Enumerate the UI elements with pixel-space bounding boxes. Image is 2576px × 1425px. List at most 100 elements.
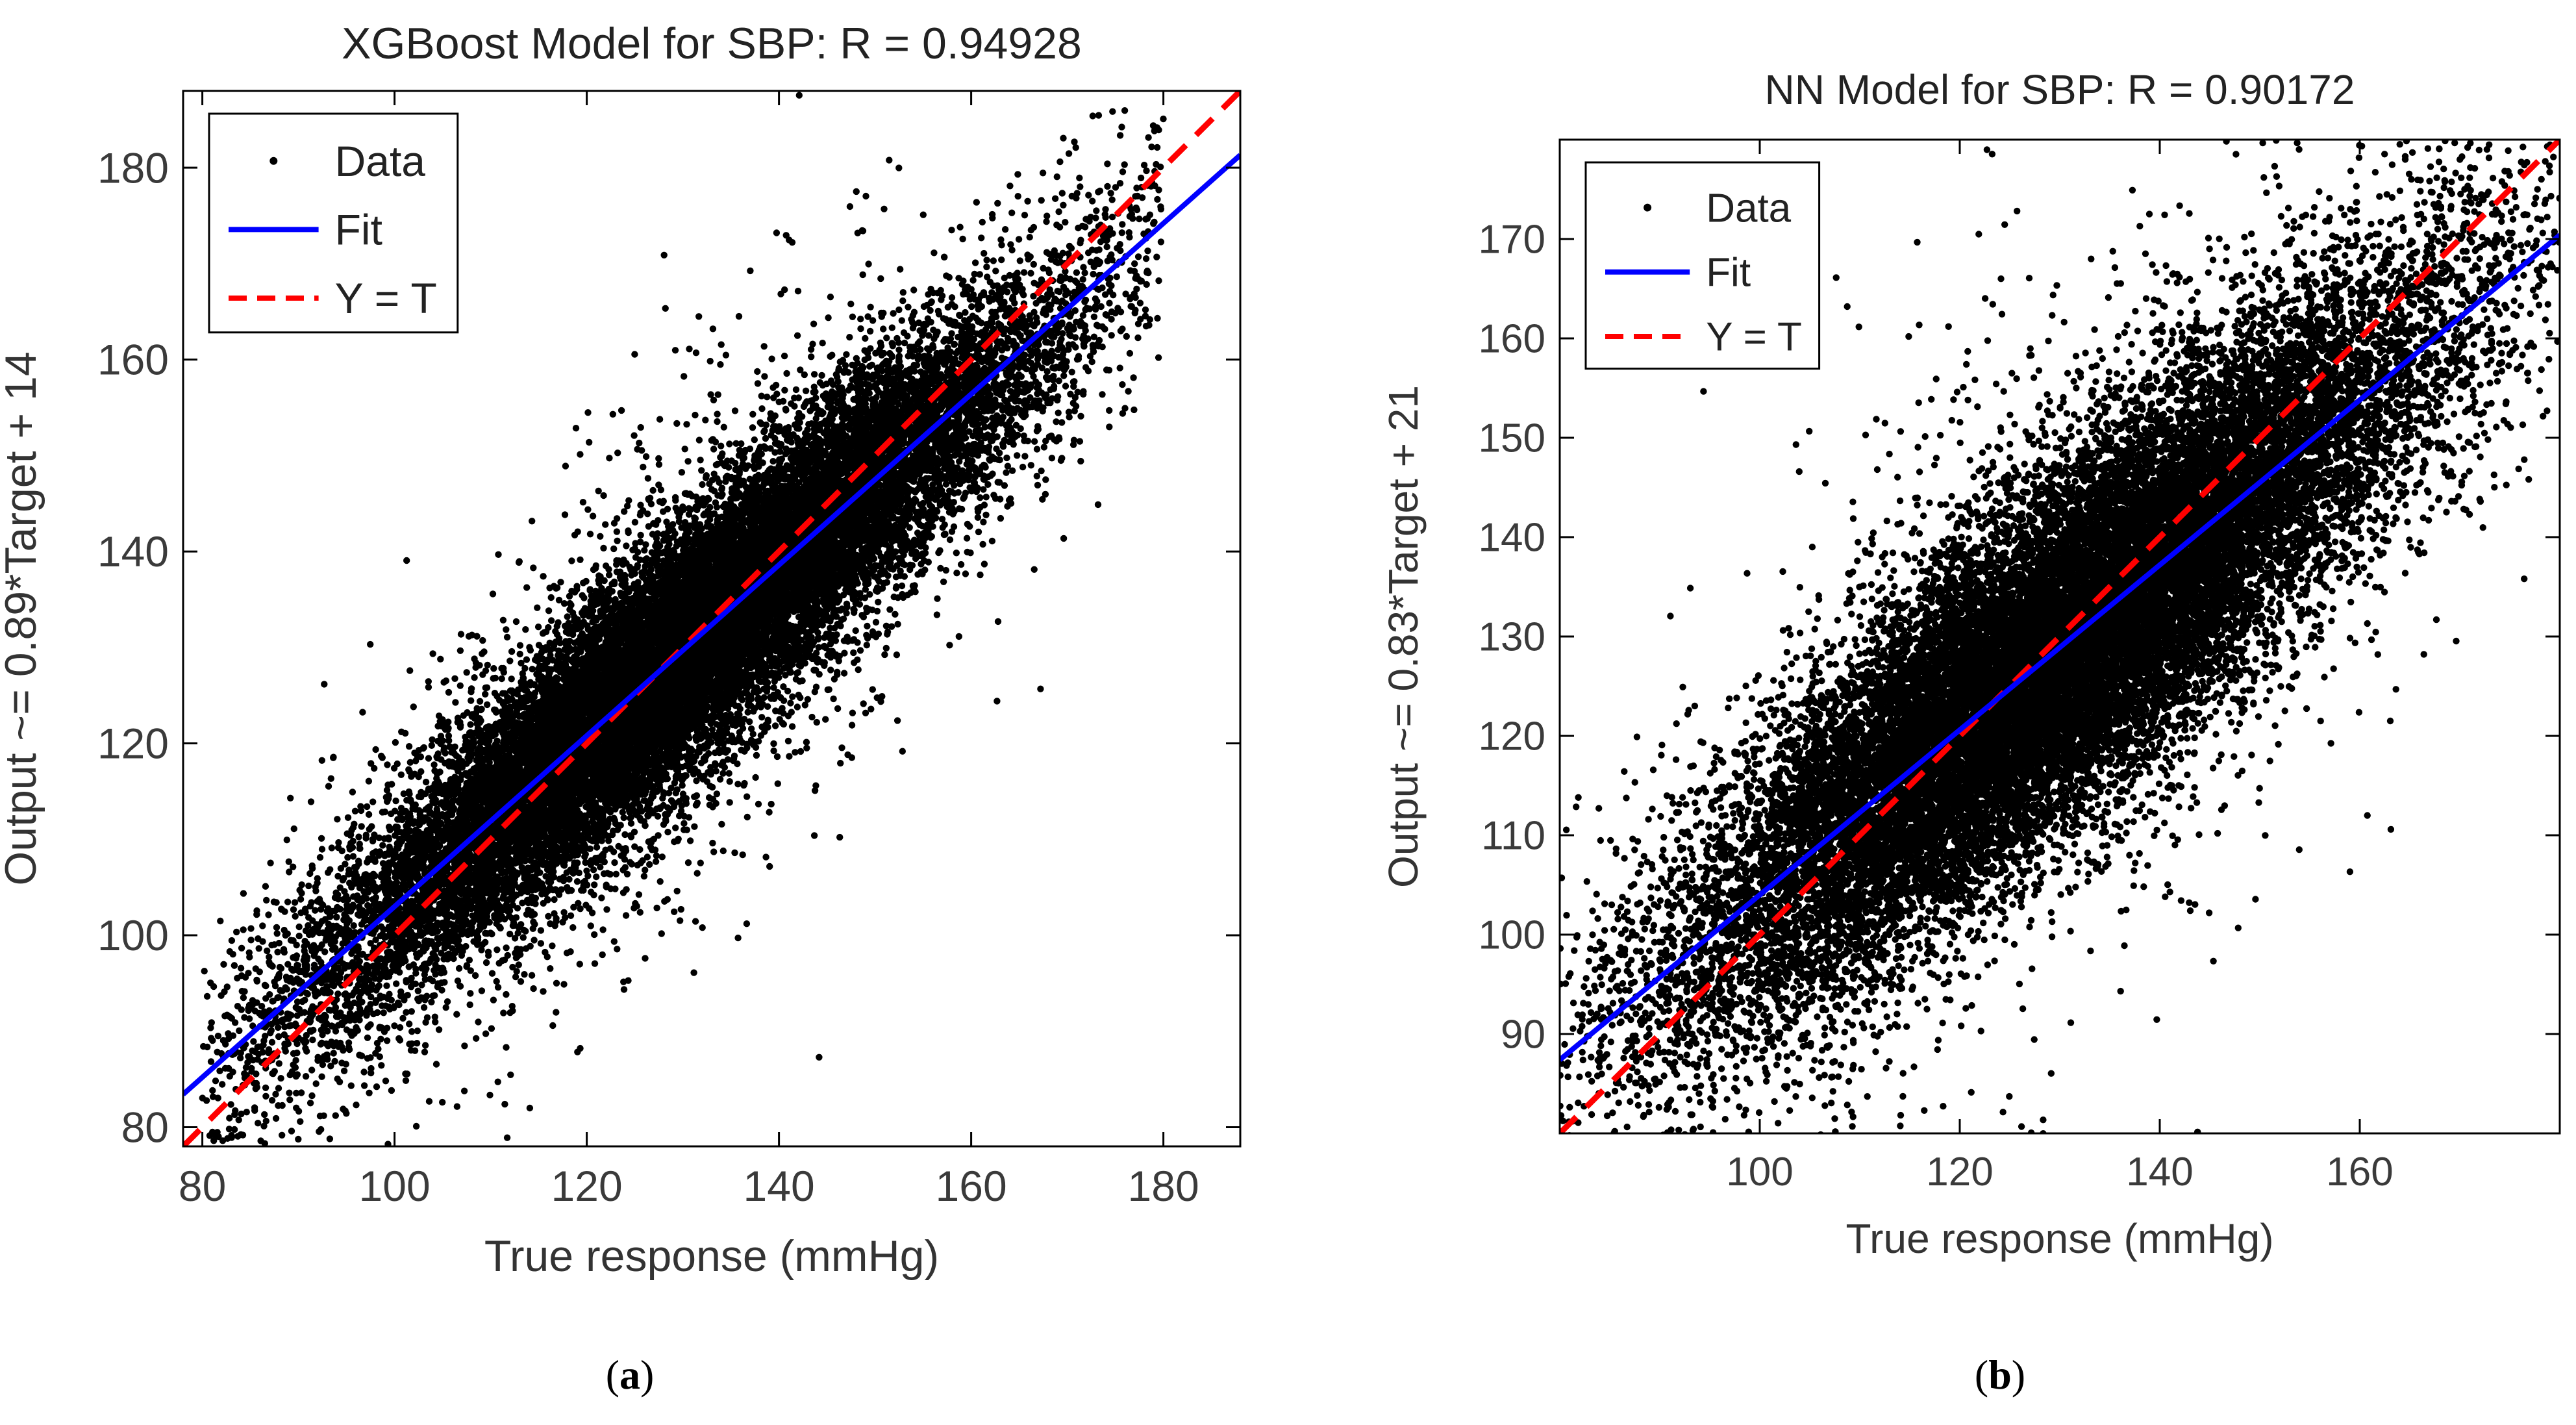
data-point (642, 453, 650, 460)
data-point (435, 1026, 443, 1033)
data-point (658, 930, 665, 937)
data-point (1060, 201, 1067, 208)
data-point (494, 1078, 501, 1085)
data-point (718, 442, 725, 449)
data-point (1014, 193, 1021, 200)
data-point (802, 387, 810, 394)
data-point (338, 847, 345, 855)
data-point (609, 410, 616, 418)
data-point (1108, 213, 1116, 221)
data-point (275, 1060, 282, 1067)
data-point (610, 938, 618, 945)
data-point (432, 1061, 440, 1068)
data-point (752, 774, 759, 781)
data-point (461, 1042, 468, 1050)
data-point (623, 542, 630, 549)
data-point (1008, 467, 1016, 474)
data-point (272, 1115, 280, 1122)
data-point (484, 661, 491, 669)
data-point (484, 701, 491, 709)
data-point (303, 1031, 310, 1039)
data-point (1024, 197, 1031, 205)
data-point (1021, 453, 1029, 460)
data-point (1007, 183, 1014, 190)
data-point (1137, 174, 1145, 182)
data-point (302, 1044, 309, 1052)
data-point (425, 1098, 433, 1105)
data-point (340, 1067, 348, 1075)
data-point (240, 926, 247, 933)
data-point (859, 271, 866, 279)
data-point (453, 1011, 460, 1018)
data-point (262, 883, 269, 890)
data-point (364, 1034, 371, 1042)
data-point (1106, 423, 1113, 431)
data-point (781, 386, 788, 394)
data-point (884, 628, 892, 636)
data-point (1130, 374, 1137, 381)
data-point (895, 346, 903, 353)
data-point (673, 887, 681, 895)
data-point (637, 531, 644, 539)
data-point (406, 1020, 413, 1028)
data-point (318, 757, 325, 764)
data-point (307, 798, 315, 805)
data-point (1081, 270, 1088, 277)
data-point (618, 407, 625, 414)
data-point (1155, 354, 1162, 361)
data-point (428, 742, 435, 750)
data-point (1027, 227, 1035, 234)
data-point (503, 633, 511, 641)
data-point (252, 965, 259, 972)
data-point (726, 440, 733, 448)
data-point (1079, 312, 1087, 319)
data-point (306, 870, 314, 877)
data-point (442, 1004, 449, 1011)
data-point (862, 334, 869, 342)
data-point (503, 944, 510, 952)
data-point (235, 1116, 242, 1124)
data-point (214, 1032, 222, 1040)
data-point (557, 579, 564, 586)
data-point (358, 823, 365, 830)
data-point (819, 340, 826, 347)
data-point (273, 1274, 279, 1281)
data-point (931, 249, 938, 257)
data-point (482, 959, 490, 966)
data-point (490, 664, 497, 672)
data-point (942, 566, 950, 574)
data-point (692, 349, 700, 357)
data-point (503, 1044, 510, 1051)
data-point (621, 864, 629, 871)
data-point (1020, 269, 1028, 276)
data-point (614, 449, 621, 457)
data-point (564, 613, 571, 620)
data-point (656, 416, 664, 423)
data-point (968, 303, 975, 310)
data-point (488, 970, 496, 977)
data-point (519, 934, 527, 941)
data-points (199, 92, 1167, 1281)
data-point (671, 908, 678, 916)
data-point (677, 917, 684, 924)
data-point (482, 1030, 490, 1037)
data-point (980, 486, 987, 493)
data-point (818, 372, 825, 379)
data-point (994, 618, 1002, 625)
data-point (471, 972, 479, 979)
data-point (786, 753, 793, 760)
data-point (919, 211, 927, 218)
data-point (1126, 349, 1134, 357)
data-point (1019, 463, 1027, 471)
data-point (584, 409, 592, 416)
data-point (843, 351, 850, 358)
data-point (421, 1048, 429, 1055)
data-point (731, 407, 739, 414)
data-point (1142, 306, 1149, 314)
data-point (302, 1073, 310, 1080)
data-point (635, 891, 643, 898)
data-point (577, 1044, 584, 1052)
data-point (866, 591, 873, 598)
data-point (284, 898, 292, 905)
